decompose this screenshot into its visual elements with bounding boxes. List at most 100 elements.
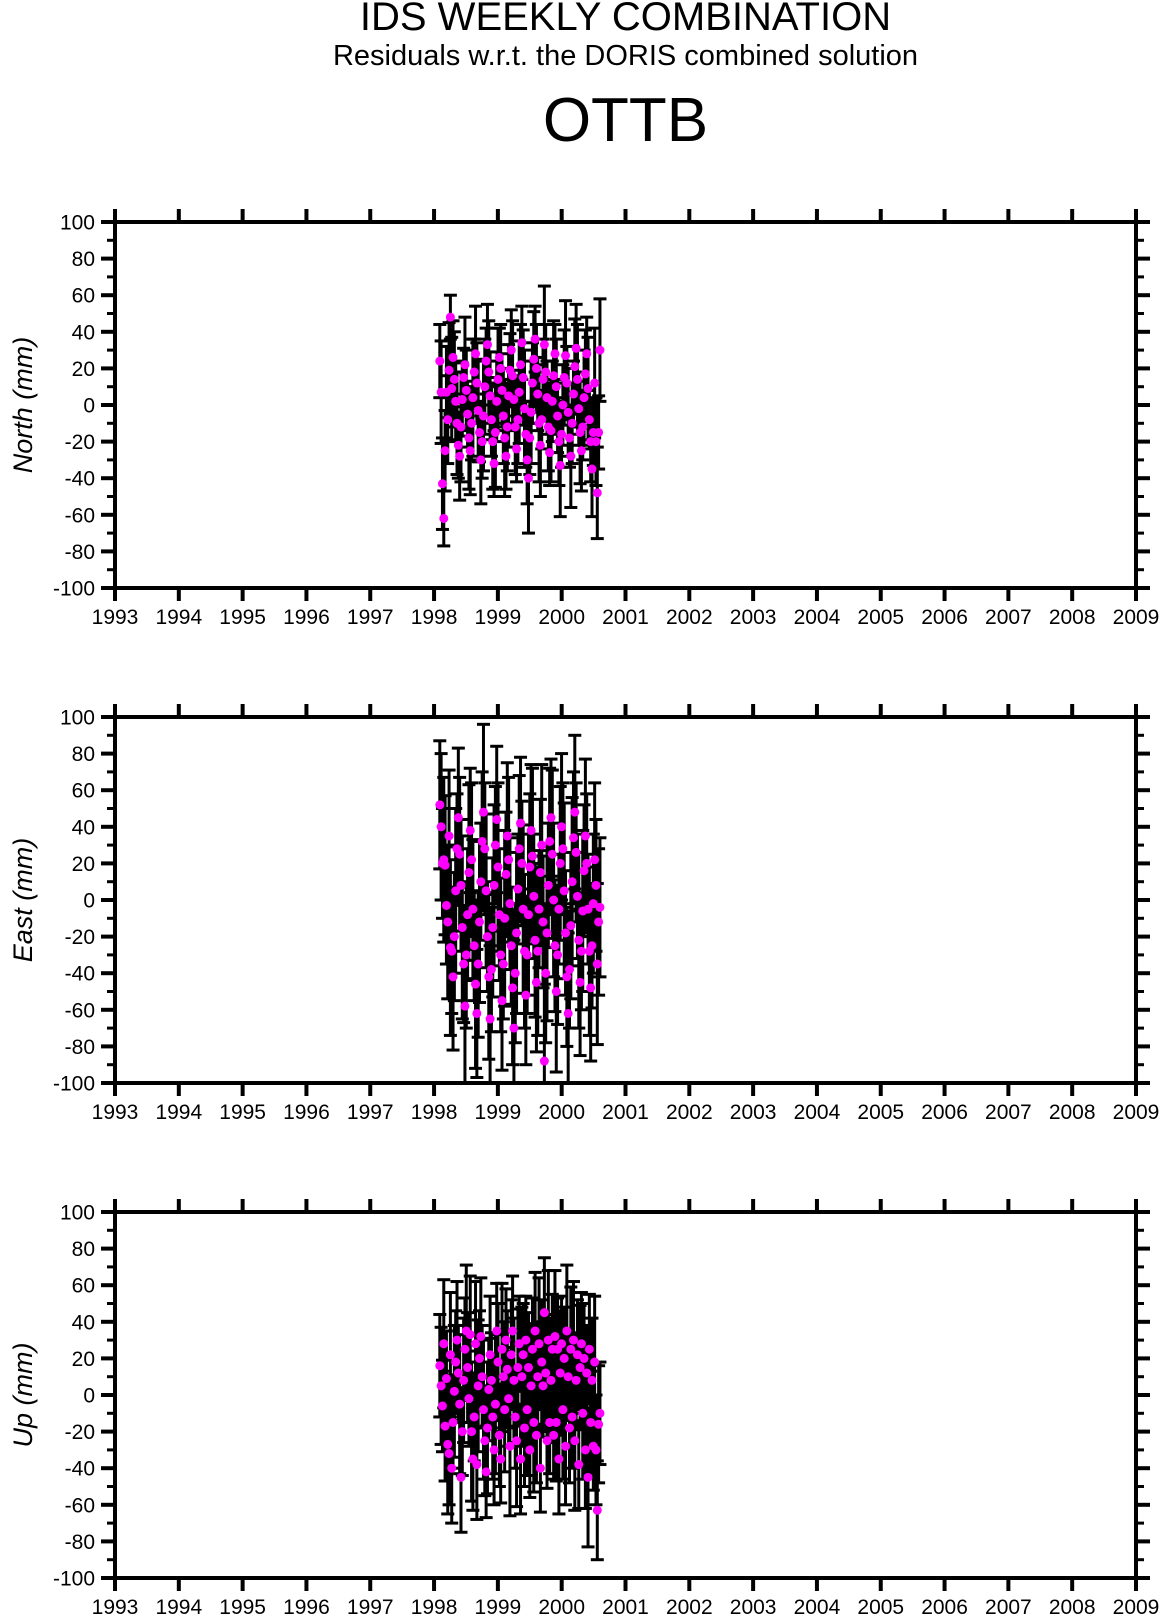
data-point bbox=[471, 979, 481, 989]
data-point bbox=[508, 1326, 518, 1336]
data-point bbox=[488, 922, 498, 932]
y-tick-label: -40 bbox=[65, 468, 95, 491]
data-point bbox=[464, 433, 474, 443]
data-point bbox=[535, 868, 545, 878]
data-point bbox=[452, 1335, 462, 1345]
data-point bbox=[537, 415, 547, 425]
data-point bbox=[488, 437, 498, 447]
y-tick-label: 40 bbox=[72, 1311, 95, 1334]
data-point bbox=[570, 362, 580, 372]
data-point bbox=[489, 459, 499, 469]
y-tick-label: 20 bbox=[72, 853, 95, 876]
data-point bbox=[582, 1368, 592, 1378]
data-point bbox=[465, 1330, 475, 1340]
y-tick-label: -60 bbox=[65, 999, 95, 1022]
data-point bbox=[461, 950, 471, 960]
data-point bbox=[529, 354, 539, 364]
data-point bbox=[551, 987, 561, 996]
data-point bbox=[592, 1505, 602, 1515]
data-point bbox=[586, 983, 596, 993]
data-point bbox=[486, 1375, 496, 1385]
x-tick-label: 2001 bbox=[602, 1101, 649, 1124]
data-point bbox=[517, 858, 527, 868]
data-point bbox=[595, 902, 605, 912]
y-tick-label: -80 bbox=[65, 1531, 95, 1554]
data-point bbox=[523, 473, 533, 483]
data-point bbox=[582, 349, 592, 359]
data-point bbox=[576, 1339, 586, 1349]
data-point bbox=[545, 1417, 555, 1427]
y-axis-up: 100 80 60 40 20 0 -20 -40 -60 -80 -100 bbox=[53, 1202, 1150, 1591]
data-point bbox=[484, 1385, 494, 1395]
data-point bbox=[527, 1344, 537, 1354]
data-point bbox=[444, 365, 454, 375]
data-point bbox=[490, 840, 500, 850]
data-point bbox=[467, 1427, 477, 1437]
x-tick-label: 2001 bbox=[602, 1596, 649, 1619]
data-point bbox=[516, 818, 526, 828]
data-point bbox=[437, 1401, 447, 1411]
data-point bbox=[529, 1417, 539, 1427]
data-point bbox=[490, 1399, 500, 1409]
y-tick-label: -40 bbox=[65, 963, 95, 986]
data-point bbox=[517, 1372, 527, 1382]
data-point bbox=[500, 913, 510, 923]
data-point bbox=[557, 1339, 567, 1349]
data-point bbox=[473, 1381, 483, 1391]
y-tick-label: -100 bbox=[53, 578, 95, 601]
data-point bbox=[489, 1445, 499, 1455]
data-point bbox=[590, 855, 600, 865]
data-point bbox=[440, 860, 450, 870]
x-tick-label: 1998 bbox=[411, 1596, 458, 1619]
x-tick-label: 2008 bbox=[1049, 1101, 1096, 1124]
plot-north: 1993 1994 1995 1996 1997 1998 1999 2000 2001 2002… bbox=[8, 209, 1159, 629]
data-point bbox=[494, 352, 504, 362]
data-point bbox=[530, 1326, 540, 1336]
data-point bbox=[523, 1363, 533, 1373]
data-point bbox=[475, 427, 485, 437]
data-point bbox=[546, 426, 556, 436]
data-point bbox=[586, 1417, 596, 1427]
data-point bbox=[579, 1353, 589, 1363]
x-tick-label: 2005 bbox=[857, 606, 904, 629]
data-point bbox=[580, 369, 590, 379]
data-point bbox=[591, 437, 601, 447]
plot-east: 1993 1994 1995 1996 1997 1998 1999 2000 2001 2002… bbox=[8, 704, 1159, 1124]
y-tick-label: -40 bbox=[65, 1458, 95, 1481]
data-point bbox=[555, 858, 565, 868]
data-point bbox=[517, 338, 527, 348]
plot-up: 1993 1994 1995 1996 1997 1998 1999 2000 2001 2002… bbox=[8, 1199, 1159, 1619]
data-point bbox=[567, 418, 577, 428]
y-tick-label: -20 bbox=[65, 926, 95, 949]
data-point bbox=[482, 932, 492, 942]
data-point bbox=[435, 356, 445, 366]
data-point bbox=[445, 312, 455, 322]
error-bars-east bbox=[433, 722, 607, 1083]
data-point bbox=[513, 884, 523, 894]
data-point bbox=[512, 1436, 522, 1446]
y-tick-label: -60 bbox=[65, 1494, 95, 1517]
data-point bbox=[563, 1008, 573, 1018]
data-point bbox=[516, 360, 526, 370]
data-point bbox=[534, 1339, 544, 1349]
y-axis-title-north: North (mm) bbox=[8, 337, 38, 474]
data-point bbox=[478, 1405, 488, 1415]
data-point bbox=[485, 1350, 495, 1360]
data-point bbox=[472, 1460, 482, 1470]
data-point bbox=[513, 415, 523, 425]
data-point bbox=[490, 427, 500, 437]
x-tick-label: 2007 bbox=[985, 1101, 1032, 1124]
x-tick-label: 2005 bbox=[857, 1596, 904, 1619]
x-tick-label: 2001 bbox=[602, 606, 649, 629]
data-point bbox=[514, 844, 524, 854]
data-point bbox=[453, 1368, 463, 1378]
data-point bbox=[493, 374, 503, 384]
data-point bbox=[531, 1430, 541, 1440]
data-point bbox=[476, 1331, 486, 1341]
data-point bbox=[501, 869, 511, 879]
data-point bbox=[501, 1335, 511, 1345]
data-point bbox=[572, 1350, 582, 1360]
x-tick-label: 2007 bbox=[985, 1596, 1032, 1619]
data-point bbox=[530, 334, 540, 344]
